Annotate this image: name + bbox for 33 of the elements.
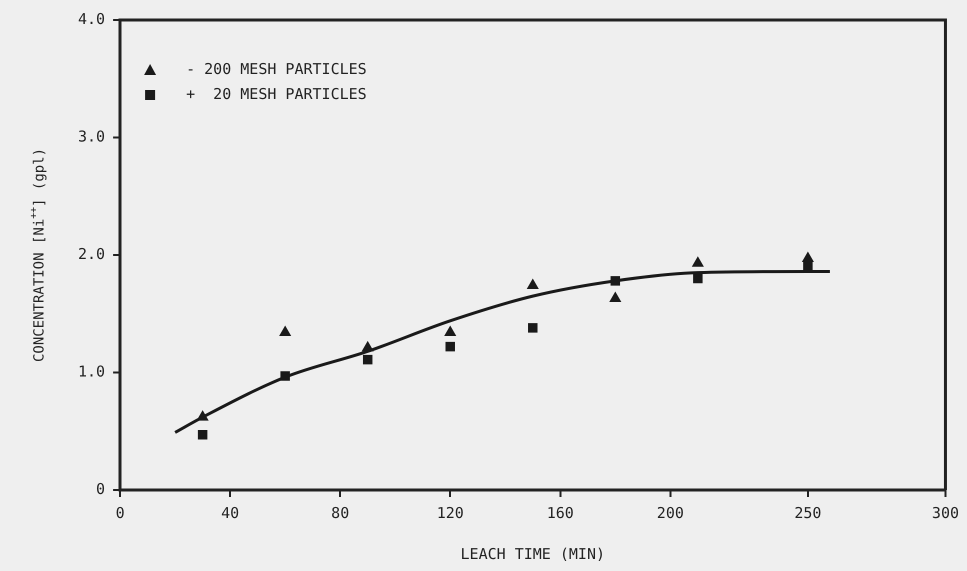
x-tick-label: 80 [331,504,350,522]
point [196,410,208,421]
y-tick-label: 1.0 [78,362,106,380]
point [692,256,704,267]
point [528,323,538,333]
legend-label: - 200 MESH PARTICLES [186,60,367,78]
y-axis-title: CONCENTRATION [Ni++] (gpl) [28,148,48,362]
y-tick-label: 2.0 [78,244,106,263]
point [610,276,620,286]
x-tick-label: 0 [116,504,125,522]
point [445,342,455,352]
point [527,279,538,290]
point [362,354,372,364]
y-tick-label: 0 [96,480,106,498]
point [198,430,208,440]
x-tick-label: 200 [656,504,684,522]
y-tick-label: 3.0 [78,127,106,146]
x-tick-label: 40 [221,504,240,522]
x-tick-label: 250 [794,504,822,522]
point [279,326,291,336]
x-tick-label: 160 [546,504,574,522]
x-tick-label: 120 [436,504,464,522]
point [693,274,703,284]
point [362,341,374,352]
point [803,260,813,270]
y-tick-label: 4.0 [78,10,106,28]
x-tick-label: 300 [932,504,959,522]
legend-label: + 20 MESH PARTICLES [186,84,367,103]
point [444,326,456,336]
point [802,252,814,262]
x-axis-title: LEACH TIME (MIN) [460,544,606,563]
point [280,371,290,381]
point [610,292,622,302]
